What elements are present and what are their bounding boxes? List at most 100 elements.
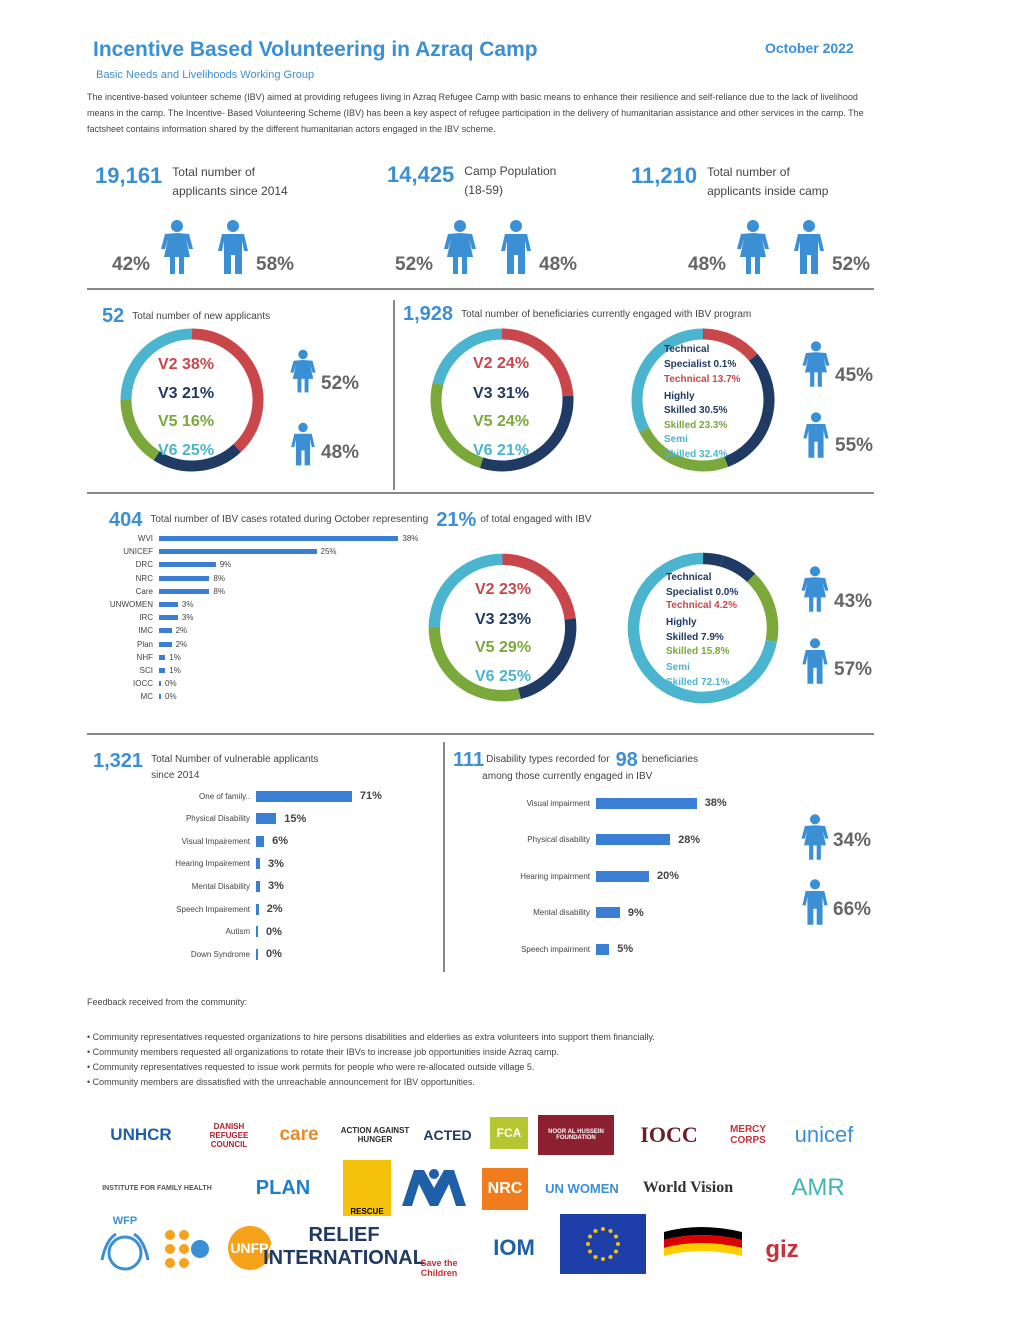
stat-caption: Total number of new applicants: [132, 311, 271, 322]
stat-caption: applicants inside camp: [707, 184, 829, 198]
v2-label: V2 38%: [158, 356, 215, 373]
bar: [159, 602, 178, 607]
male-percent: 52%: [832, 254, 871, 275]
stat-vulnerable: 1,321 Total Number of vulnerable applica…: [93, 751, 318, 783]
bar: [159, 641, 172, 647]
stat-value: 19,161: [95, 163, 163, 188]
bar-row: Care 8%: [96, 587, 225, 596]
feedback-item: • Community representatives requested to…: [87, 1062, 535, 1072]
bar-value-label: 3%: [181, 613, 194, 623]
bar-value-label: 8%: [213, 573, 225, 583]
divider: [443, 742, 445, 972]
bar-row: Speech impairment 5%: [480, 943, 633, 955]
logo-un-women: UN WOMEN: [545, 1180, 619, 1196]
skill-label: Skilled 32.4%: [664, 449, 728, 460]
page-title: Incentive Based Volunteering in Azraq Ca…: [93, 38, 538, 61]
bar-value-label: 0%: [165, 692, 177, 702]
bar-category-label: Care: [135, 586, 153, 596]
skill-label: Skilled 30.5%: [664, 405, 728, 416]
bar-value-label: 5%: [617, 943, 634, 955]
bar-value-label: 9%: [219, 560, 232, 570]
male-icon: [802, 638, 828, 684]
bar-value-label: 1%: [169, 652, 181, 662]
stat-value: 1,321: [93, 750, 144, 772]
donut-segment: [517, 618, 577, 700]
divider: [393, 300, 395, 490]
stat-caption: Total number of beneficiaries currently …: [461, 309, 752, 320]
divider: [87, 288, 874, 290]
bar-value-label: 2%: [175, 639, 188, 649]
bar: [596, 834, 671, 845]
bar-category-label: UNWOMEN: [109, 600, 153, 609]
bar-row: Mental Disability 3%: [150, 880, 284, 892]
bar: [256, 858, 261, 870]
bar-row: NRC 8%: [96, 574, 225, 583]
logo-save-the-children: Save the Children: [420, 1258, 458, 1278]
stat-caption: Total number of IBV cases rotated during…: [150, 514, 429, 525]
v6-label: V6 25%: [475, 668, 532, 685]
stat-caption: Total number of: [707, 165, 790, 179]
logo-iocc: IOCC: [640, 1122, 698, 1147]
bar-value-label: 8%: [213, 586, 225, 596]
donut-segment: [428, 627, 521, 702]
stat-camp-population: 14,425 Camp Population (18-59): [387, 164, 556, 200]
donut-segment: [432, 328, 503, 386]
logo-unfpa-text: UNFPA: [230, 1240, 278, 1256]
bar-category-label: NHF: [136, 652, 153, 662]
bar-value-label: 71%: [359, 790, 382, 802]
stat-disability: 111 Disability types recorded for 98 ben…: [453, 750, 698, 784]
bar: [159, 549, 317, 555]
bar-value-label: 2%: [175, 626, 188, 636]
donut-segment: [719, 555, 756, 583]
bar: [159, 681, 161, 687]
logo-unfpa: [162, 1225, 282, 1271]
logo-drc: DANISH REFUGEE COUNCIL: [209, 1121, 249, 1149]
female-icon: [290, 349, 316, 393]
donut-segment: [703, 328, 758, 362]
bar: [596, 943, 610, 955]
gender-split: 48% 52%: [688, 219, 870, 275]
bar-row: IRC 3%: [96, 613, 193, 622]
skill-label: Skilled 7.9%: [666, 632, 724, 643]
bar-category-label: Plan: [136, 639, 153, 649]
bar-value-label: 2%: [266, 903, 283, 915]
stat-caption: Total number of: [172, 165, 256, 179]
v5-label: V5 29%: [475, 639, 532, 656]
logo-ifh: INSTITUTE FOR FAMILY HEALTH: [102, 1184, 212, 1192]
feedback-item: • Community members are dissatisfied wit…: [87, 1077, 475, 1087]
donut-segment: [153, 443, 241, 472]
stat-caption: since 2014: [151, 770, 200, 781]
bar: [159, 628, 172, 634]
bar: [256, 790, 352, 802]
donut-segment: [120, 328, 193, 401]
donut-segment: [428, 553, 503, 628]
donut-segment: [191, 328, 264, 453]
logo-fca: FCA: [490, 1117, 528, 1149]
bar-category-label: One of family..: [199, 791, 250, 801]
female-icon: [801, 566, 829, 612]
bar-category-label: WVI: [137, 534, 153, 543]
bar-category-label: Hearing Impairement: [175, 859, 250, 869]
donut-rotated-area: [428, 553, 577, 702]
bar-category-label: Visual Impairement: [181, 836, 250, 846]
donut-engaged-area: [430, 328, 574, 472]
v3-label: V3 21%: [158, 385, 215, 402]
bar-row: Autism 0%: [150, 926, 282, 938]
donut-rotated-skill: [627, 552, 779, 704]
donut-segment: [501, 328, 574, 397]
donut-engaged-skill: [631, 328, 775, 472]
bar-value-label: 38%: [704, 797, 727, 809]
skill-label: Skilled 72.1%: [666, 677, 730, 688]
gender-split: 42% 58%: [112, 219, 294, 275]
male-icon: [803, 412, 829, 458]
stat-caption: beneficiaries: [641, 754, 698, 765]
bar-category-label: Hearing impairment: [520, 871, 590, 881]
bar-value-label: 0%: [165, 679, 177, 689]
skill-label: Skilled 15.8%: [666, 646, 730, 657]
v6-label: V6 25%: [158, 442, 215, 459]
female-percent: 48%: [688, 254, 727, 275]
stat-caption: Camp Population: [464, 164, 557, 178]
male-percent: 66%: [833, 899, 872, 920]
stat-caption: Disability types recorded for: [486, 754, 610, 765]
bar-row: WVI 38%: [96, 534, 419, 543]
